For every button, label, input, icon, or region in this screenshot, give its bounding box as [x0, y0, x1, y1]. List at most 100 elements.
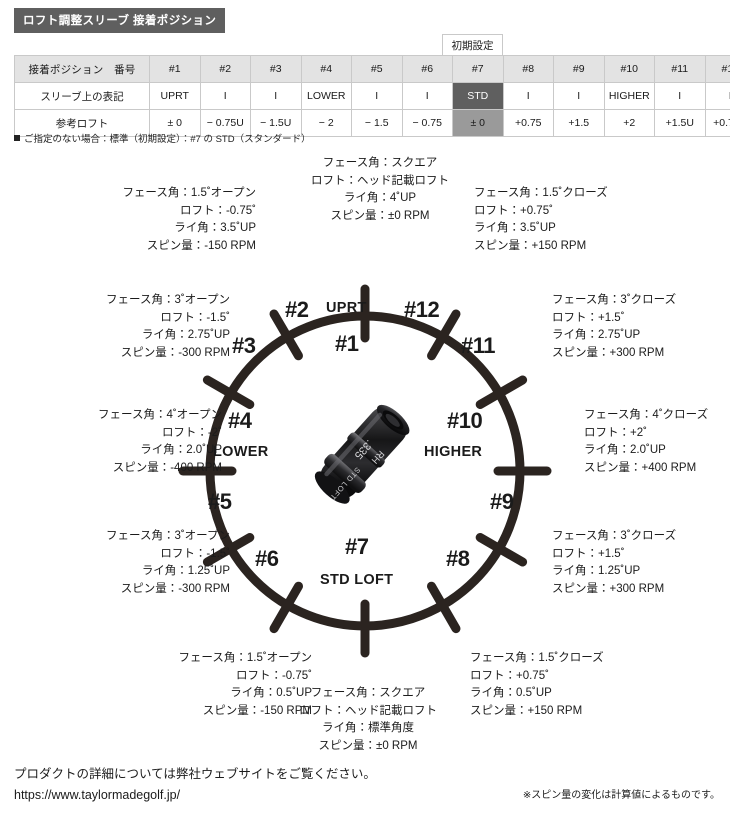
reference-loft-7: ± 0: [452, 109, 504, 137]
callout-5-face: フェース角：3˚オープン: [106, 530, 230, 542]
callout-6-loft: ロフト：-0.75˚: [235, 669, 312, 682]
dial-number-3: #3: [232, 333, 256, 358]
callout-position-6: フェース角：1.5˚オープン ロフト：-0.75˚ ライ角：0.5˚UP スピン…: [86, 650, 312, 720]
callout-9-lie: ライ角：1.25˚UP: [552, 565, 641, 577]
dial-tick-11: [475, 375, 528, 409]
callout-position-3: フェース角：3˚オープン ロフト：-1.5˚ ライ角：2.75˚UP スピン量：…: [4, 292, 230, 362]
col-header-3: #3: [250, 55, 302, 83]
dial-number-9: #9: [490, 489, 514, 514]
callout-2-face: フェース角：1.5˚オープン: [122, 187, 256, 199]
col-header-7: #7: [452, 55, 504, 83]
callout-6-face: フェース角：1.5˚オープン: [178, 652, 312, 664]
row-label-reference-loft: 参考ロフト: [14, 109, 150, 137]
callout-7-loft: ロフト：ヘッド記載ロフト: [299, 704, 437, 717]
callout-position-7: フェース角：スクエア ロフト：ヘッド記載ロフト ライ角：標準角度 スピン量：±0…: [268, 685, 468, 755]
callout-5-lie: ライ角：1.25˚UP: [141, 565, 230, 577]
callout-3-spin: スピン量：-300 RPM: [120, 346, 230, 359]
callout-4-lie: ライ角：2.0˚UP: [140, 444, 222, 456]
callout-10-face: フェース角：4˚クローズ: [584, 409, 709, 421]
sleeve-marking-1: UPRT: [149, 82, 201, 110]
callout-position-12: フェース角：1.5˚クローズ ロフト：+0.75˚ ライ角：3.5˚UP スピン…: [474, 185, 714, 255]
callout-7-spin: スピン量：±0 RPM: [318, 739, 418, 752]
callout-1-face: フェース角：スクエア: [322, 157, 438, 169]
callout-9-face: フェース角：3˚クローズ: [552, 530, 677, 542]
reference-loft-3: − 1.5U: [250, 109, 302, 137]
sleeve-marking-10: HIGHER: [603, 82, 655, 110]
callout-position-10: フェース角：4˚クローズ ロフト：+2˚ ライ角：2.0˚UP スピン量：+40…: [584, 407, 730, 477]
table-row-reference-loft: 参考ロフト ± 0 − 0.75U − 1.5U − 2 − 1.5 − 0.7…: [14, 109, 730, 137]
callout-11-face: フェース角：3˚クローズ: [552, 294, 677, 306]
row-label-sleeve-marking: スリーブ上の表記: [14, 82, 150, 110]
callout-3-face: フェース角：3˚オープン: [106, 294, 230, 306]
callout-1-lie: ライ角：4˚UP: [343, 192, 417, 204]
position-dial: [162, 268, 568, 674]
callout-9-spin: スピン量：+300 RPM: [552, 582, 665, 595]
sleeve-marking-7: STD: [452, 82, 504, 110]
sleeve-position-table: 接着ポジション 番号 #1 #2 #3 #4 #5 #6 #7 #8 #9 #1…: [14, 55, 730, 137]
col-header-2: #2: [199, 55, 251, 83]
reference-loft-6: − 0.75: [401, 109, 453, 137]
callout-1-loft: ロフト：ヘッド記載ロフト: [311, 174, 449, 187]
callout-position-9: フェース角：3˚クローズ ロフト：+1.5˚ ライ角：1.25˚UP スピン量：…: [552, 528, 730, 598]
callout-2-spin: スピン量：-150 RPM: [146, 239, 256, 252]
callout-12-spin: スピン量：+150 RPM: [474, 239, 587, 252]
dial-tick-5: [202, 533, 255, 567]
dial-tick-3: [202, 375, 255, 409]
sleeve-marking-5: I: [351, 82, 403, 110]
dial-number-8: #8: [446, 546, 470, 571]
col-header-11: #11: [654, 55, 706, 83]
callout-5-spin: スピン量：-300 RPM: [120, 582, 230, 595]
footer-disclaimer: ※スピン量の変化は計算値によるものです。: [522, 790, 720, 801]
dial-number-11: #11: [461, 333, 496, 358]
sleeve-marking-9: I: [553, 82, 605, 110]
callout-10-spin: スピン量：+400 RPM: [584, 461, 697, 474]
callout-2-lie: ライ角：3.5˚UP: [174, 222, 256, 234]
reference-loft-10: +2: [603, 109, 655, 137]
callout-6-spin: スピン量：-150 RPM: [202, 704, 312, 717]
callout-position-4: フェース角：4˚オープン ロフト：-2˚ ライ角：2.0˚UP スピン量：-40…: [0, 407, 222, 477]
callout-4-face: フェース角：4˚オープン: [98, 409, 222, 421]
callout-8-face: フェース角：1.5˚クローズ: [470, 652, 604, 664]
initial-setting-tag: 初期設定: [442, 34, 503, 55]
col-header-5: #5: [351, 55, 403, 83]
callout-position-11: フェース角：3˚クローズ ロフト：+1.5˚ ライ角：2.75˚UP スピン量：…: [552, 292, 730, 362]
dial-number-4: #4: [228, 408, 252, 433]
callout-4-loft: ロフト：-2˚: [161, 426, 222, 439]
callout-11-spin: スピン量：+300 RPM: [552, 346, 665, 359]
sleeve-marking-2: I: [199, 82, 251, 110]
dial-word-7: STD LOFT: [320, 572, 394, 588]
footer-website-link[interactable]: https://www.taylormadegolf.jp/: [14, 788, 181, 802]
dial-ticks: [178, 284, 552, 658]
callout-position-5: フェース角：3˚オープン ロフト：-1.5˚ ライ角：1.25˚UP スピン量：…: [4, 528, 230, 598]
col-header-4: #4: [300, 55, 352, 83]
callout-12-face: フェース角：1.5˚クローズ: [474, 187, 608, 199]
dial-number-7: #7: [345, 534, 369, 559]
callout-3-loft: ロフト：-1.5˚: [160, 311, 230, 324]
footer-line-1: プロダクトの詳細については弊社ウェブサイトをご覧ください。: [14, 767, 376, 781]
callout-8-lie: ライ角：0.5˚UP: [470, 687, 552, 699]
callout-5-loft: ロフト：-1.5˚: [160, 547, 230, 560]
reference-loft-5: − 1.5: [351, 109, 403, 137]
callout-12-loft: ロフト：+0.75˚: [474, 204, 553, 217]
callout-7-lie: ライ角：標準角度: [322, 722, 414, 734]
dial-tick-6: [269, 581, 303, 634]
col-header-1: #1: [149, 55, 201, 83]
callout-position-8: フェース角：1.5˚クローズ ロフト：+0.75˚ ライ角：0.5˚UP スピン…: [470, 650, 710, 720]
dial-number-5: #5: [208, 489, 232, 514]
dial-word-1: UPRT: [326, 300, 367, 316]
bullet-square-icon: [14, 135, 20, 141]
dial-tick-9: [475, 533, 528, 567]
dial-number-12: #12: [404, 297, 440, 322]
callout-10-lie: ライ角：2.0˚UP: [584, 444, 666, 456]
callout-8-loft: ロフト：+0.75˚: [470, 669, 549, 682]
dial-word-4: LOWER: [213, 444, 269, 460]
sleeve-marking-6: I: [401, 82, 453, 110]
reference-loft-11: +1.5U: [654, 109, 706, 137]
sleeve-marking-3: I: [250, 82, 302, 110]
dial-number-1: #1: [335, 331, 359, 356]
sleeve-marking-4: LOWER: [300, 82, 352, 110]
callout-11-lie: ライ角：2.75˚UP: [552, 329, 641, 341]
callout-11-loft: ロフト：+1.5˚: [552, 311, 625, 324]
col-header-12: #12: [704, 55, 730, 83]
